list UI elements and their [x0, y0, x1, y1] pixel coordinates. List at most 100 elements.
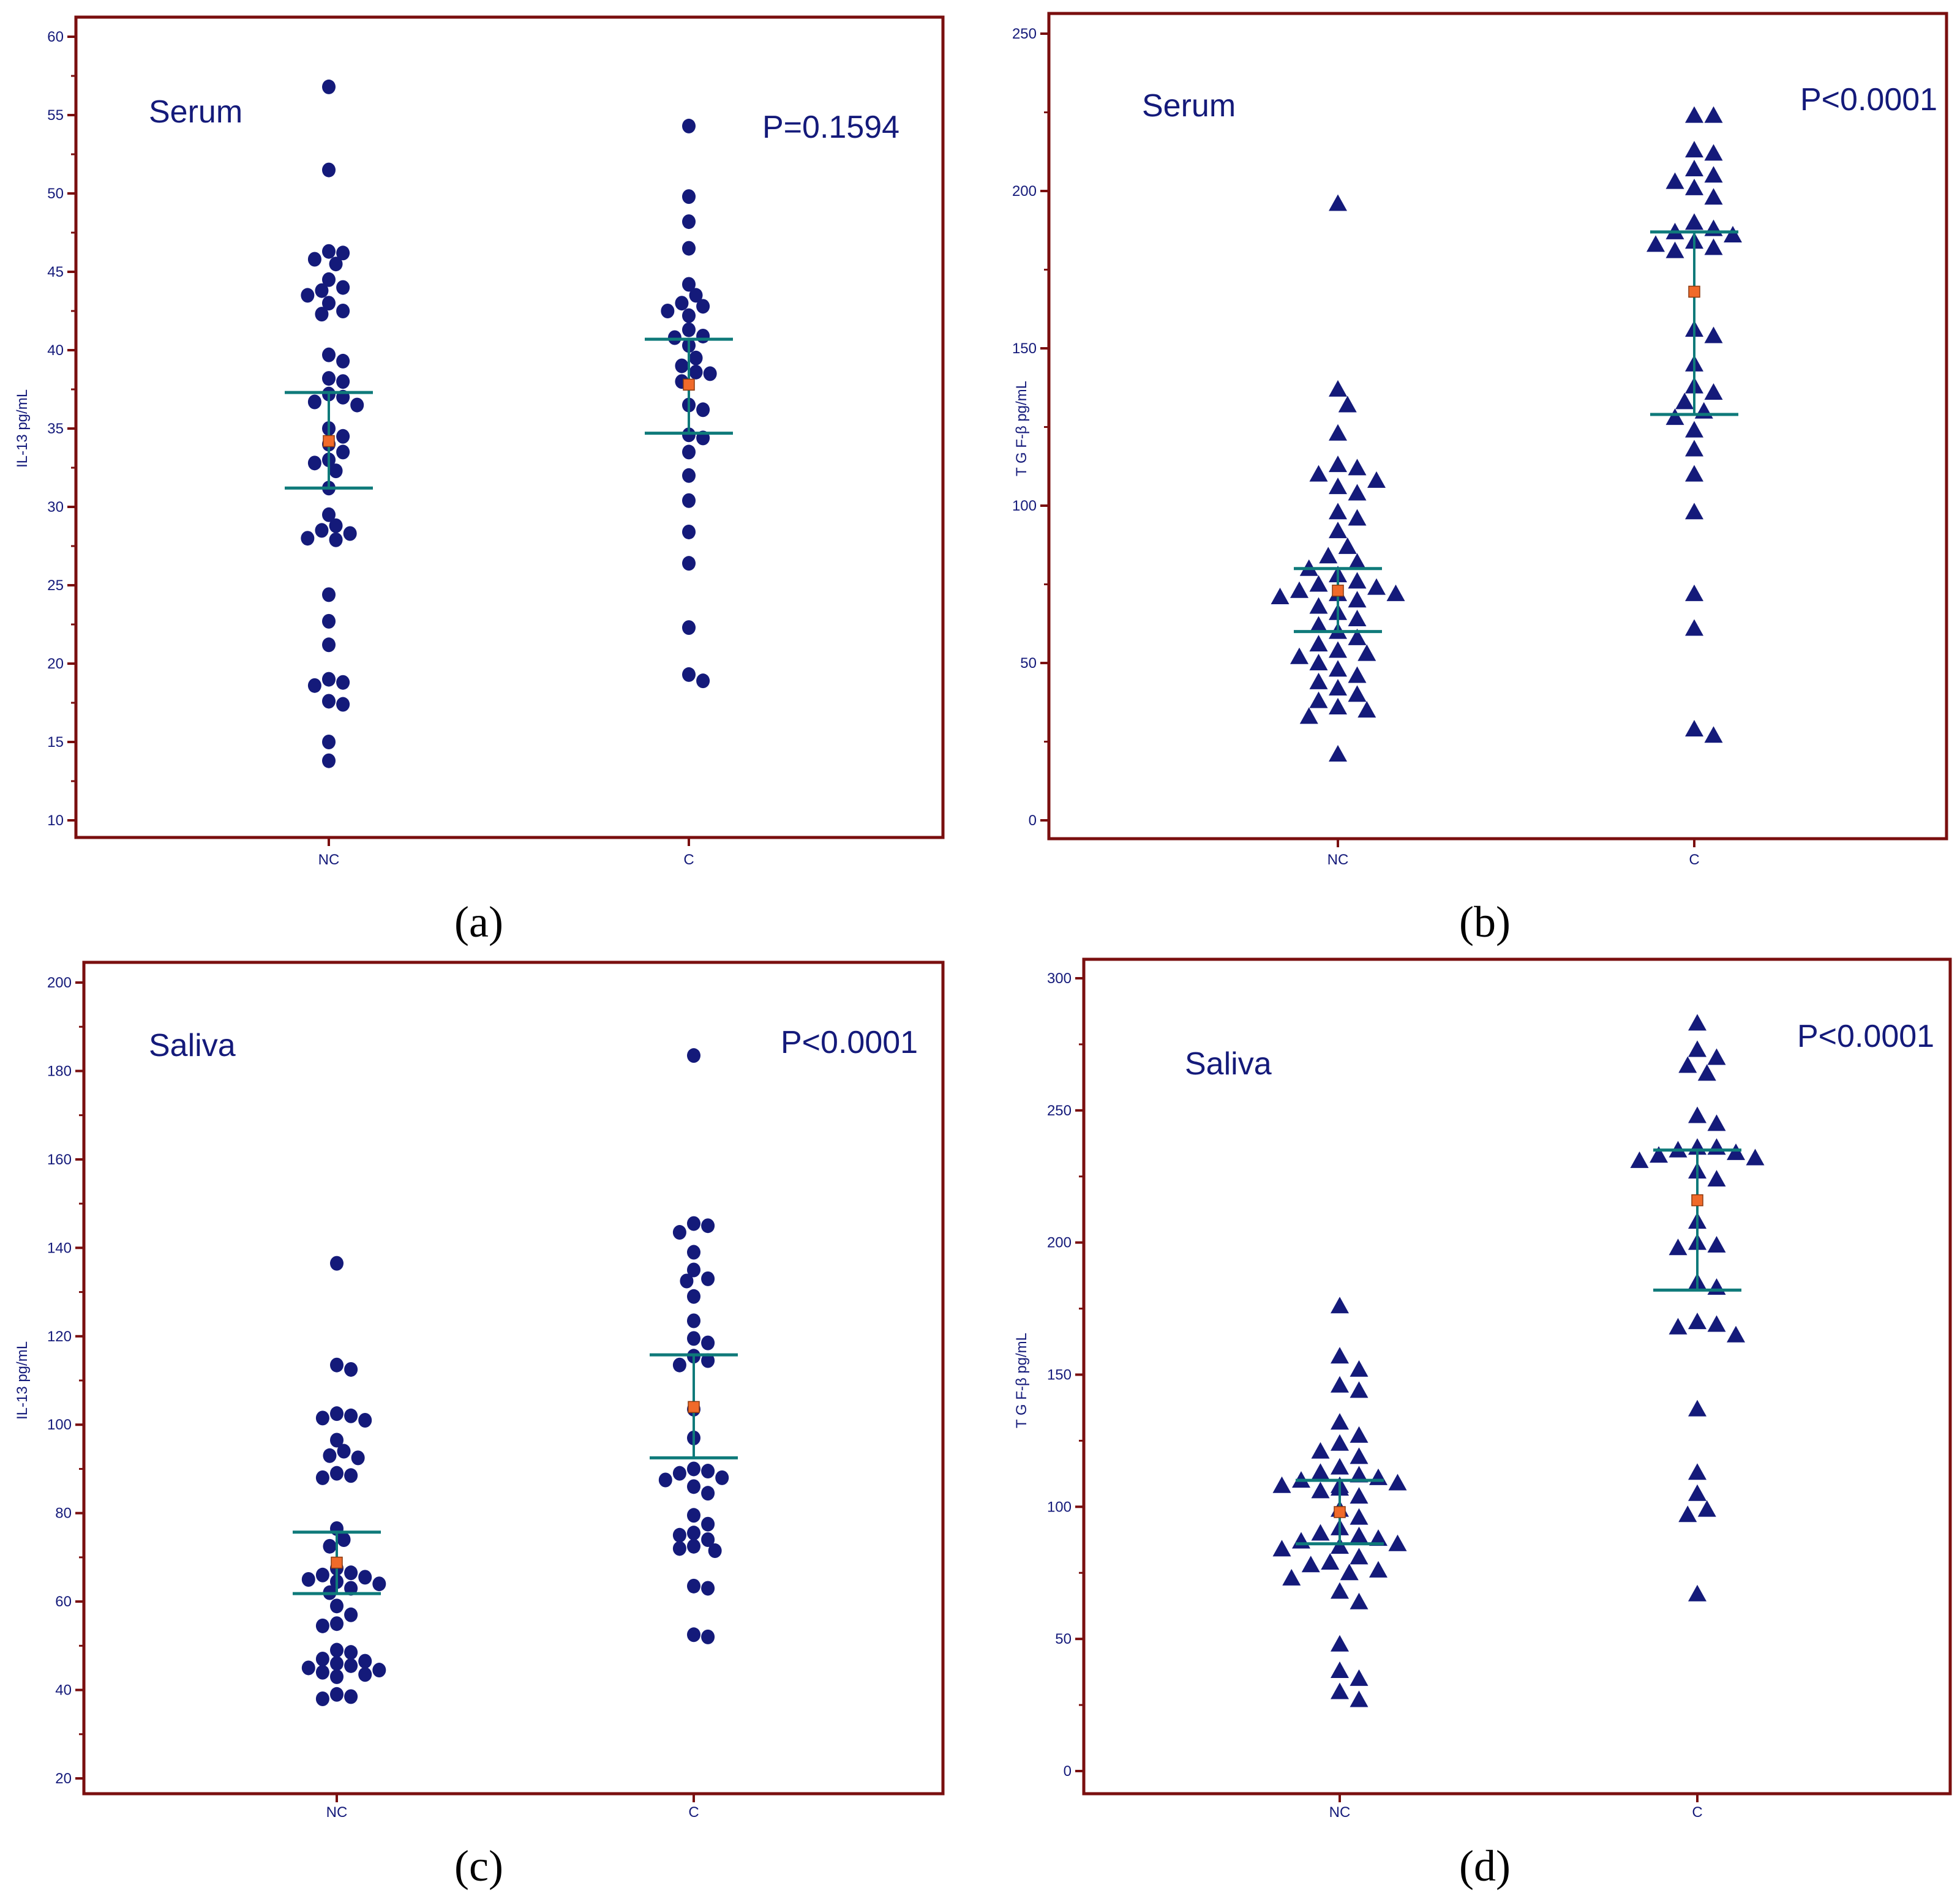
panel-b-ytick-label: 250: [1012, 26, 1037, 42]
panel-d-nc-point: [1331, 1537, 1349, 1554]
panel-c-c-point: [687, 1289, 700, 1304]
panel-d-nc-point: [1350, 1381, 1369, 1398]
panel-b-c-point: [1675, 392, 1694, 410]
panel-c-ytick-label: 80: [55, 1505, 72, 1522]
panel-b-c-point: [1704, 383, 1723, 400]
panel-c-c-point: [701, 1516, 715, 1532]
panel-d-c-point: [1707, 1138, 1726, 1155]
panel-d-c-point: [1697, 1500, 1716, 1517]
panel-b-nc-point: [1367, 471, 1386, 488]
panel-d-nc-point: [1331, 1434, 1349, 1451]
panel-c-c-point: [672, 1357, 686, 1373]
panel-a-c-point: [682, 277, 696, 292]
panel-c-nc-point: [330, 1406, 344, 1421]
panel-b-ytick-label: 150: [1012, 340, 1037, 357]
panel-c-c-point: [701, 1532, 715, 1547]
panel-d-c-point: [1707, 1170, 1726, 1187]
panel-b-c-point: [1704, 219, 1723, 236]
panel-a-c-point: [682, 468, 696, 483]
panel-c-nc-point: [330, 1642, 344, 1658]
panel-c-ytick-label: 60: [55, 1594, 72, 1610]
panel-d-nc-point: [1311, 1442, 1330, 1459]
panel-d-nc-point: [1350, 1360, 1369, 1377]
panel-a-c-median-marker: [683, 378, 695, 391]
panel-d-ticks: 0 50 100 150 200 250 300: [1047, 970, 1699, 1802]
panel-a-xtick-nc: NC: [318, 852, 340, 868]
panel-d-nc-point: [1369, 1560, 1387, 1578]
panel-a-nc-point: [322, 244, 336, 259]
panel-c-caption: (c): [454, 1841, 503, 1890]
panel-b-sample-label: Serum: [1142, 88, 1236, 124]
panel-b-nc-point: [1348, 484, 1367, 501]
panel-d-c-point: [1669, 1317, 1688, 1335]
panel-b-nc-point: [1309, 635, 1328, 652]
panel-d-nc-point: [1301, 1556, 1320, 1573]
panel-c-ytick-label: 160: [47, 1152, 72, 1168]
panel-b-c-point: [1685, 440, 1703, 457]
panel-b-c-point: [1685, 719, 1703, 736]
panel-a-nc-point: [322, 587, 336, 602]
panel-c-nc-point: [337, 1444, 351, 1459]
panel-c-p-value: P<0.0001: [781, 1025, 918, 1060]
panel-d-c-point: [1727, 1325, 1745, 1343]
panel-a-c-point: [675, 296, 689, 311]
panel-d-c-point: [1688, 1484, 1707, 1501]
panel-a-nc-point: [315, 307, 329, 322]
panel-a-nc-point: [336, 697, 350, 712]
panel-a: 10 15 20 25 30 35 40 45 50 55 60 IL-13 pg/mL Serum…: [14, 15, 945, 868]
panel-b-nc-point: [1348, 553, 1367, 570]
panel-b-nc-point: [1348, 628, 1367, 645]
panel-a-nc-point: [301, 531, 315, 546]
panel-c-frame: [82, 961, 945, 1796]
panel-b-nc-point: [1338, 395, 1357, 413]
panel-a-nc-point: [322, 735, 336, 749]
panel-d-nc-point: [1350, 1669, 1369, 1686]
panel-b-xtick-c: C: [1689, 852, 1699, 868]
panel-a-summary: [285, 337, 733, 490]
panel-d-ytick-label: 50: [1055, 1631, 1072, 1647]
panel-c-nc-point: [372, 1576, 386, 1592]
panel-c-xtick-nc: NC: [326, 1804, 348, 1821]
panel-c-c-point: [708, 1543, 722, 1559]
panel-d-c-point: [1688, 1014, 1707, 1031]
panel-c-nc-point: [315, 1567, 329, 1582]
panel-b-c-point: [1694, 402, 1713, 419]
panel-a-nc-point: [322, 507, 336, 522]
panel-d-caption: (d): [1459, 1841, 1511, 1890]
panel-a-xtick-c: C: [683, 852, 694, 868]
panel-d-c-point: [1727, 1143, 1745, 1160]
panel-c-nc-point: [344, 1362, 358, 1377]
panel-d-nc-point: [1331, 1661, 1349, 1678]
panel-b-nc-point: [1329, 478, 1347, 495]
panel-a-nc-point: [329, 532, 343, 547]
panel-c-ylabel: IL-13 pg/mL: [14, 1341, 31, 1420]
panel-c-c-point: [687, 1479, 700, 1494]
panel-d-frame: [1082, 957, 1952, 1796]
panel-b-c-point: [1685, 160, 1703, 177]
panel-b-nc-point: [1329, 455, 1347, 473]
panel-a-nc-point: [336, 245, 350, 261]
panel-a-nc-point: [307, 678, 321, 693]
panel-c-nc-point: [315, 1410, 329, 1426]
panel-b-c-point: [1685, 465, 1703, 482]
panel-b-c-point: [1704, 238, 1723, 255]
panel-c-c-point: [687, 1262, 700, 1278]
panel-c-c-point: [701, 1464, 715, 1479]
panel-a-ytick-label: 60: [47, 29, 64, 45]
panel-b-nc-point: [1367, 578, 1386, 595]
panel-b-nc-point: [1309, 654, 1328, 670]
panel-d-nc-point: [1272, 1476, 1291, 1493]
panel-b-c-point: [1685, 141, 1703, 158]
panel-a-nc-point: [322, 694, 336, 709]
panel-a-nc-point: [350, 397, 364, 413]
panel-a-c-point: [682, 427, 696, 443]
panel-b-nc-point: [1290, 581, 1309, 598]
panel-a-nc-point: [336, 304, 350, 318]
panel-a-nc-point: [322, 296, 336, 311]
panel-c-nc-point: [330, 1687, 344, 1702]
panel-c-c-median-marker: [688, 1401, 700, 1414]
panel-b-nc-point: [1271, 588, 1290, 605]
panel-b-c-point: [1724, 225, 1742, 242]
panel-c-c-point: [687, 1578, 700, 1594]
panel-d-c-point: [1630, 1151, 1649, 1168]
